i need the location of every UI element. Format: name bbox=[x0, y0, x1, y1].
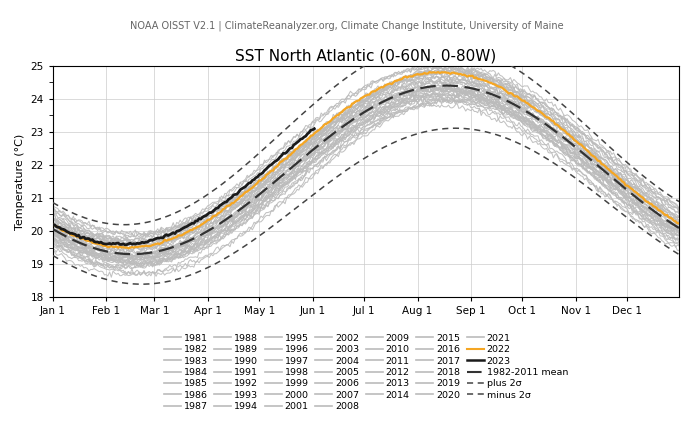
Title: SST North Atlantic (0-60N, 0-80W): SST North Atlantic (0-60N, 0-80W) bbox=[235, 48, 496, 63]
Y-axis label: Temperature (°C): Temperature (°C) bbox=[15, 133, 25, 229]
Text: NOAA OISST V2.1 | ClimateReanalyzer.org, Climate Change Institute, University of: NOAA OISST V2.1 | ClimateReanalyzer.org,… bbox=[130, 21, 564, 31]
Legend: 1981, 1982, 1983, 1984, 1985, 1986, 1987, 1988, 1989, 1990, 1991, 1992, 1993, 19: 1981, 1982, 1983, 1984, 1985, 1986, 1987… bbox=[162, 332, 570, 413]
